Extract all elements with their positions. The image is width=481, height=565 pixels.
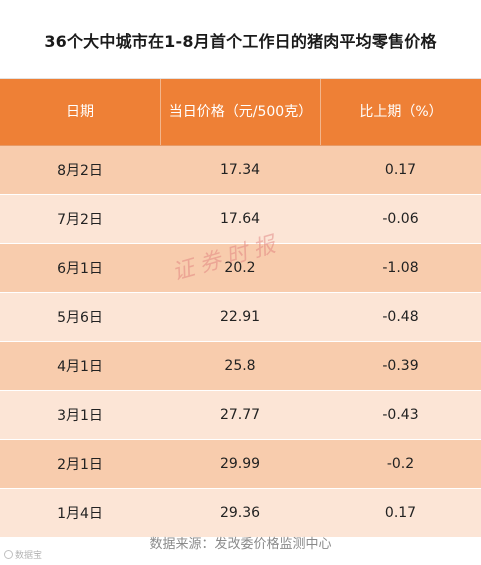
table-row: 8月2日 17.34 0.17 [0,146,481,195]
cell-change: -0.2 [386,456,415,472]
table-row: 7月2日 17.64 -0.06 [0,195,481,244]
page-title: 36个大中城市在1-8月首个工作日的猪肉平均零售价格 [44,32,437,51]
cell-change: -1.08 [382,260,419,276]
header-price: 当日价格（元/500克） [160,79,320,145]
table-row: 4月1日 25.8 -0.39 [0,342,481,391]
cell-change: -0.06 [382,211,419,227]
table-row: 2月1日 29.99 -0.2 [0,440,481,489]
cell-price: 29.99 [219,456,261,472]
cell-price: 17.64 [219,211,261,227]
cell-change: 0.17 [384,162,417,178]
cell-price: 20.2 [224,260,256,276]
header-change: 比上期（%） [320,79,481,145]
cell-date: 8月2日 [57,163,103,179]
table-row: 3月1日 27.77 -0.43 [0,391,481,440]
cell-change: 0.17 [384,505,417,521]
corner-logo-text: 数据宝 [15,551,43,561]
cell-price: 22.91 [219,309,261,325]
cell-date: 4月1日 [57,359,103,375]
logo-icon [4,550,13,559]
cell-price: 25.8 [224,358,256,374]
cell-change: -0.48 [382,309,419,325]
cell-date: 6月1日 [57,261,103,277]
cell-date: 3月1日 [57,408,103,424]
cell-change: -0.43 [382,407,419,423]
header-date: 日期 [66,104,94,120]
cell-date: 7月2日 [57,212,103,228]
corner-logo: 数据宝 [4,548,42,561]
price-table: 日期 当日价格（元/500克） 比上期（%） 8月2日 17.34 0.17 7… [0,78,481,538]
table-row: 1月4日 29.36 0.17 [0,489,481,538]
cell-date: 2月1日 [57,457,103,473]
table-row: 6月1日 20.2 -1.08 [0,244,481,293]
cell-price: 27.77 [219,407,261,423]
cell-price: 29.36 [219,505,261,521]
source-note: 数据来源：发改委价格监测中心 [149,537,332,552]
cell-date: 1月4日 [57,506,103,522]
table-row: 5月6日 22.91 -0.48 [0,293,481,342]
table-header-row: 日期 当日价格（元/500克） 比上期（%） [0,79,481,146]
cell-price: 17.34 [219,162,261,178]
cell-change: -0.39 [382,358,419,374]
cell-date: 5月6日 [57,310,103,326]
